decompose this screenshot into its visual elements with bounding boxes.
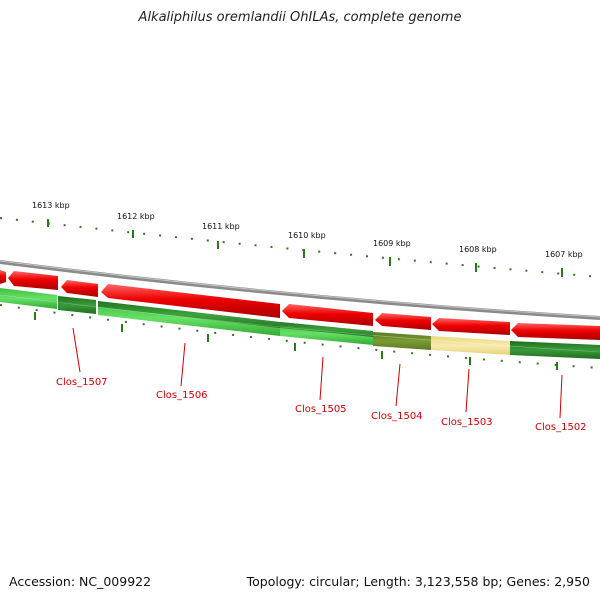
scale-ticks (0, 217, 600, 278)
scale-labels: 1613 kbp 1612 kbp 1611 kbp 1610 kbp 1609… (32, 201, 583, 259)
scale-label-1611: 1611 kbp (202, 222, 240, 231)
genome-backbone (0, 260, 600, 320)
expression-segment (431, 336, 510, 355)
cds-arrow (511, 323, 600, 340)
leader-line (180, 342, 186, 387)
cds-arrow (0, 270, 6, 284)
expression-segment (280, 322, 373, 337)
gene-label-clos-1506: Clos_1506 (156, 390, 208, 401)
cds-arrow (8, 271, 58, 290)
leader-line (395, 363, 401, 407)
gene-label-clos-1503: Clos_1503 (441, 417, 493, 428)
scale-label-1612: 1612 kbp (117, 212, 155, 221)
cds-arrow (101, 284, 280, 318)
accession-text: Accession: NC_009922 (9, 574, 152, 589)
leader-line (465, 368, 470, 413)
expression-segment (510, 341, 600, 359)
gene-label-clos-1507: Clos_1507 (56, 377, 108, 388)
leader-line (559, 374, 563, 419)
leader-line (72, 327, 81, 373)
scale-label-1607: 1607 kbp (545, 250, 583, 259)
gene-label-clos-1502: Clos_1502 (535, 422, 587, 433)
leader-line (319, 356, 324, 401)
cds-arrow (282, 304, 373, 326)
gene-leader-lines (72, 327, 563, 419)
expression-segment (98, 301, 280, 328)
scale-label-1609: 1609 kbp (373, 239, 411, 248)
gene-label-clos-1504: Clos_1504 (371, 411, 423, 422)
lower-ticks (0, 304, 600, 370)
expression-segment (0, 288, 57, 309)
gene-labels: Clos_1507 Clos_1506 Clos_1505 Clos_1504 … (56, 377, 587, 433)
cds-arrow (432, 318, 510, 335)
expression-segment (58, 296, 96, 314)
scale-label-1613: 1613 kbp (32, 201, 70, 210)
map-title: Alkaliphilus oremlandii OhILAs, complete… (138, 10, 462, 25)
genome-summary-text: Topology: circular; Length: 3,123,558 bp… (246, 574, 590, 589)
gene-label-clos-1505: Clos_1505 (295, 404, 347, 415)
expression-segment (373, 332, 431, 350)
expression-track (0, 288, 600, 359)
cds-arrow (61, 280, 98, 297)
scale-label-1608: 1608 kbp (459, 245, 497, 254)
scale-label-1610: 1610 kbp (288, 231, 326, 240)
cds-arrow (375, 313, 431, 330)
cds-track (0, 270, 600, 340)
